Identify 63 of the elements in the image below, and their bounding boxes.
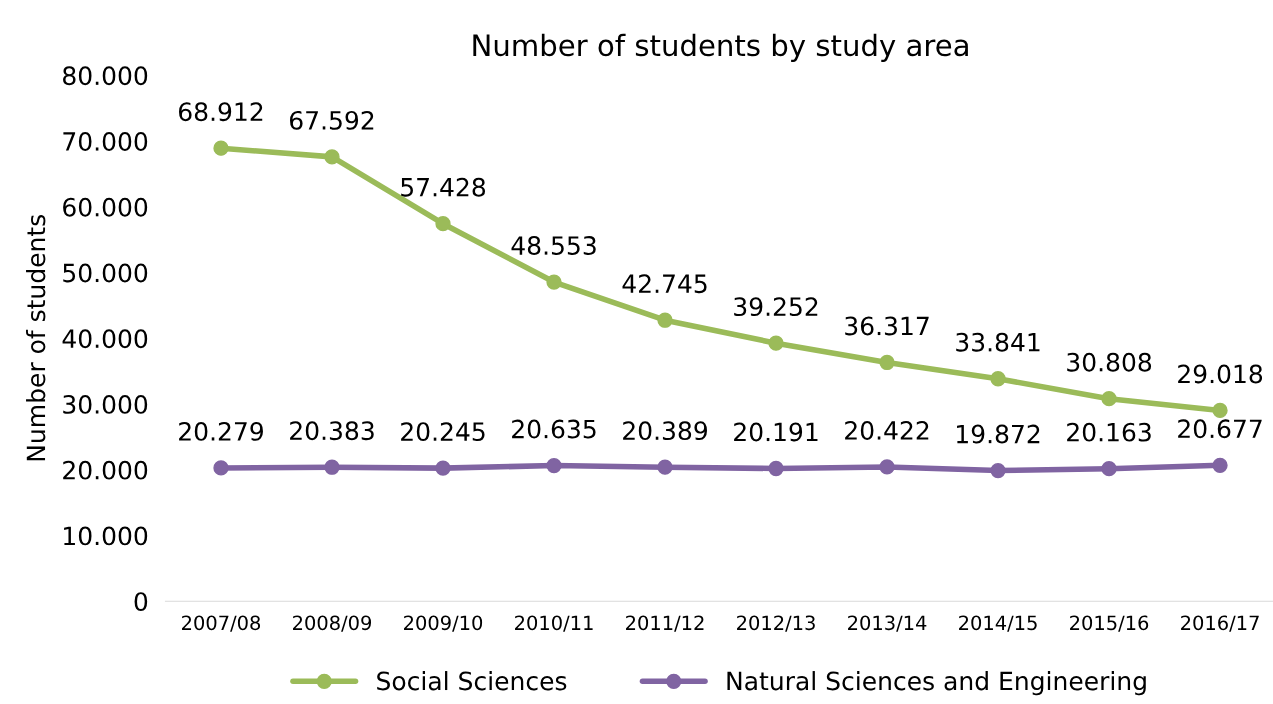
data-label: 36.317	[845, 316, 929, 336]
point	[435, 216, 451, 232]
data-label: 20.383	[290, 421, 374, 441]
y-tick-label: 80.000	[63, 66, 148, 86]
point	[1101, 461, 1117, 477]
point	[213, 460, 229, 476]
point	[213, 140, 229, 156]
data-label: 67.592	[290, 110, 374, 130]
chart-title: Number of students by study area	[473, 33, 968, 62]
y-tick-label: 40.000	[62, 329, 148, 349]
y-tick-label: 70.000	[63, 132, 148, 151]
point	[546, 457, 562, 474]
point	[1101, 391, 1117, 407]
y-tick-label: 50.000	[63, 263, 148, 283]
data-label: 39.252	[734, 297, 818, 317]
x-tick-label: 2016/17	[1181, 615, 1259, 632]
x-tick-label: 2012/13	[737, 615, 815, 632]
point	[657, 312, 673, 328]
data-label: 20.191	[734, 422, 818, 442]
data-label: 20.422	[845, 420, 929, 440]
data-label: 20.677	[1178, 419, 1262, 439]
data-label: 20.279	[179, 421, 263, 441]
data-label: 33.841	[956, 332, 1040, 352]
data-label: 19.872	[957, 424, 1040, 444]
data-label: 20.389	[623, 421, 707, 441]
data-label: 68.912	[179, 102, 263, 122]
y-tick-label: 30.000	[63, 394, 148, 414]
x-tick-label: 2008/09	[293, 615, 372, 632]
x-tick-label: 2013/14	[848, 615, 927, 632]
point	[768, 335, 784, 351]
y-tick-label: 20.000	[63, 460, 148, 480]
data-label: 48.553	[511, 236, 596, 255]
x-tick-label: 2010/11	[515, 615, 593, 632]
data-label: 29.018	[1178, 364, 1263, 384]
point	[879, 459, 895, 475]
x-tick-label: 2009/10	[404, 615, 483, 632]
data-label: 20.635	[512, 419, 596, 439]
point	[324, 459, 340, 475]
data-label: 30.808	[1067, 352, 1152, 372]
point	[768, 460, 784, 477]
point	[546, 274, 562, 290]
point	[879, 354, 895, 371]
data-label: 42.745	[622, 274, 707, 294]
point	[1212, 402, 1228, 419]
y-tick-label: 0	[134, 592, 148, 612]
x-tick-label: 2014/15	[959, 615, 1037, 632]
y-tick-label: 10.000	[64, 526, 148, 546]
legend-label: Social Sciences	[377, 671, 567, 691]
y-tick-label: 60.000	[63, 197, 148, 217]
point	[657, 459, 673, 475]
y-axis-title: Number of students	[26, 214, 46, 461]
x-tick-label: 2011/12	[626, 615, 704, 632]
legend-label: Natural Sciences and Engineering	[727, 671, 1146, 696]
data-label: 20.163	[1067, 422, 1151, 442]
point	[435, 460, 451, 476]
data-label: 20.245	[401, 422, 485, 442]
point	[990, 462, 1006, 479]
point	[324, 149, 340, 165]
point	[990, 371, 1006, 387]
data-label: 57.428	[401, 177, 486, 197]
x-tick-label: 2015/16	[1070, 615, 1149, 632]
point	[1212, 457, 1228, 473]
x-tick-label: 2007/08	[182, 615, 261, 632]
